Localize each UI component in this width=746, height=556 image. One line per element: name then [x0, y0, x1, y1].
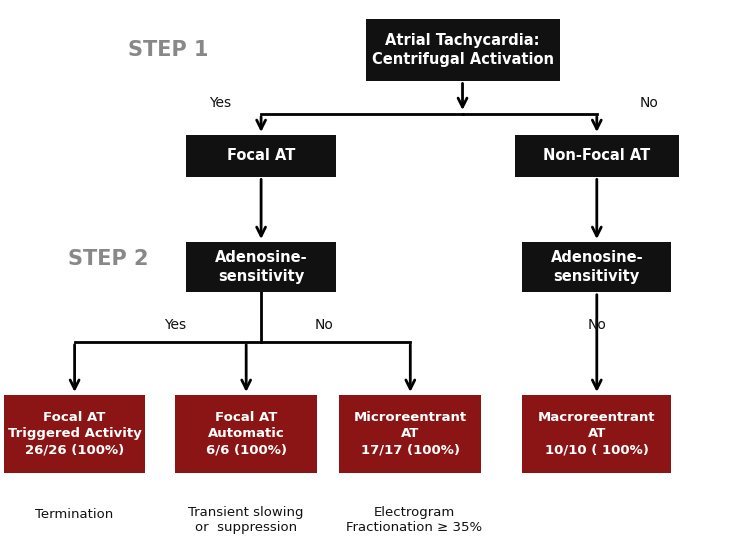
Text: No: No	[639, 96, 659, 110]
FancyBboxPatch shape	[339, 395, 481, 473]
Text: Adenosine-
sensitivity: Adenosine- sensitivity	[551, 250, 643, 284]
Text: Focal AT
Triggered Activity
26/26 (100%): Focal AT Triggered Activity 26/26 (100%)	[7, 411, 142, 456]
FancyBboxPatch shape	[522, 242, 671, 292]
FancyBboxPatch shape	[522, 395, 671, 473]
Text: STEP 1: STEP 1	[128, 40, 208, 60]
Text: Atrial Tachycardia:
Centrifugal Activation: Atrial Tachycardia: Centrifugal Activati…	[372, 33, 554, 67]
FancyBboxPatch shape	[186, 242, 336, 292]
Text: No: No	[315, 318, 334, 332]
Text: Termination: Termination	[36, 508, 113, 521]
Text: Yes: Yes	[209, 96, 231, 110]
Text: Transient slowing
or  suppression: Transient slowing or suppression	[189, 506, 304, 534]
Text: Electrogram
Fractionation ≥ 35%: Electrogram Fractionation ≥ 35%	[346, 506, 482, 534]
Text: Macroreentrant
AT
10/10 ( 100%): Macroreentrant AT 10/10 ( 100%)	[538, 411, 656, 456]
Text: Focal AT: Focal AT	[227, 148, 295, 163]
Text: Yes: Yes	[164, 318, 186, 332]
FancyBboxPatch shape	[515, 135, 679, 177]
Text: Non-Focal AT: Non-Focal AT	[543, 148, 651, 163]
Text: Microreentrant
AT
17/17 (100%): Microreentrant AT 17/17 (100%)	[354, 411, 467, 456]
FancyBboxPatch shape	[186, 135, 336, 177]
FancyBboxPatch shape	[366, 19, 560, 81]
Text: STEP 2: STEP 2	[68, 249, 148, 269]
FancyBboxPatch shape	[175, 395, 317, 473]
Text: Focal AT
Automatic
6/6 (100%): Focal AT Automatic 6/6 (100%)	[206, 411, 286, 456]
Text: No: No	[587, 318, 606, 332]
Text: Adenosine-
sensitivity: Adenosine- sensitivity	[215, 250, 307, 284]
FancyBboxPatch shape	[4, 395, 145, 473]
